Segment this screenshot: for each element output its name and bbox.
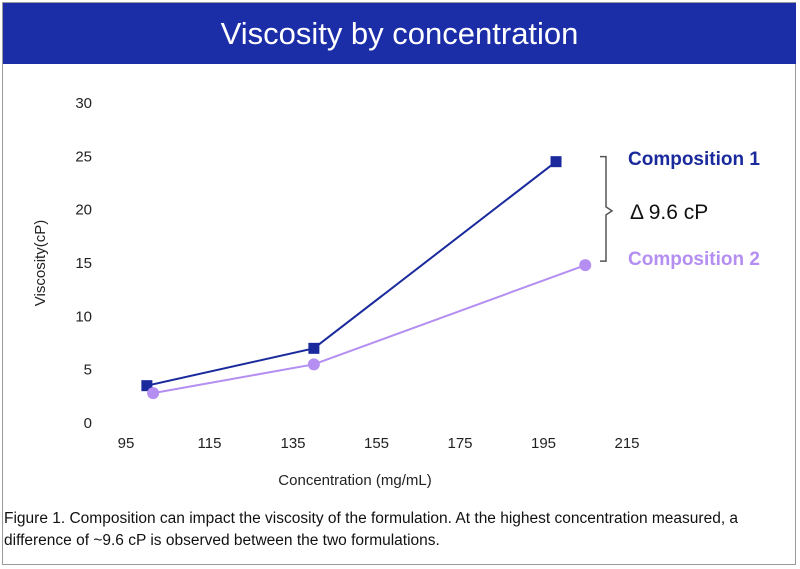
data-point-square [550,156,562,168]
data-point-square [308,342,320,354]
data-point-circle [579,259,592,272]
x-tick-label: 115 [198,435,222,452]
delta-label: Δ 9.6 cP [630,201,708,224]
chart-title: Viscosity by concentration [220,15,579,51]
series-layer [141,156,592,400]
x-tick-label: 175 [447,435,472,452]
legend-layer: Composition 1 Composition 2 [628,149,760,270]
y-tick-label: 0 [84,415,92,432]
series-line-2 [152,264,586,395]
y-tick-label: 10 [75,308,92,325]
legend-composition-1: Composition 1 [628,149,760,170]
x-tick-label: 155 [364,435,389,452]
x-axis-title: Concentration (mg/mL) [278,472,431,489]
x-tick-label: 215 [614,435,639,452]
x-tick-label: 135 [280,435,305,452]
x-tick-label: 95 [118,435,135,452]
y-tick-label: 25 [75,148,92,165]
y-tick-label: 15 [75,255,92,272]
y-tick-label: 20 [75,202,92,219]
y-axis-title: Viscosity(cP) [32,220,49,306]
delta-bracket [600,155,614,262]
x-axis-ticks: 95 115 135 155 175 195 215 [118,435,640,452]
data-point-square [141,380,153,392]
figure-caption: Figure 1. Composition can impact the vis… [4,510,739,549]
data-point-circle [147,387,160,400]
y-tick-label: 5 [84,362,92,379]
y-axis-ticks: 0 5 10 15 20 25 30 [75,95,92,432]
annotation-layer: Δ 9.6 cP [600,155,708,262]
title-bar: Viscosity by concentration [3,3,796,64]
legend-composition-2: Composition 2 [628,249,760,270]
data-point-circle [307,358,320,371]
series-line-1 [146,160,557,387]
x-tick-label: 195 [531,435,556,452]
y-tick-label: 30 [75,95,92,112]
